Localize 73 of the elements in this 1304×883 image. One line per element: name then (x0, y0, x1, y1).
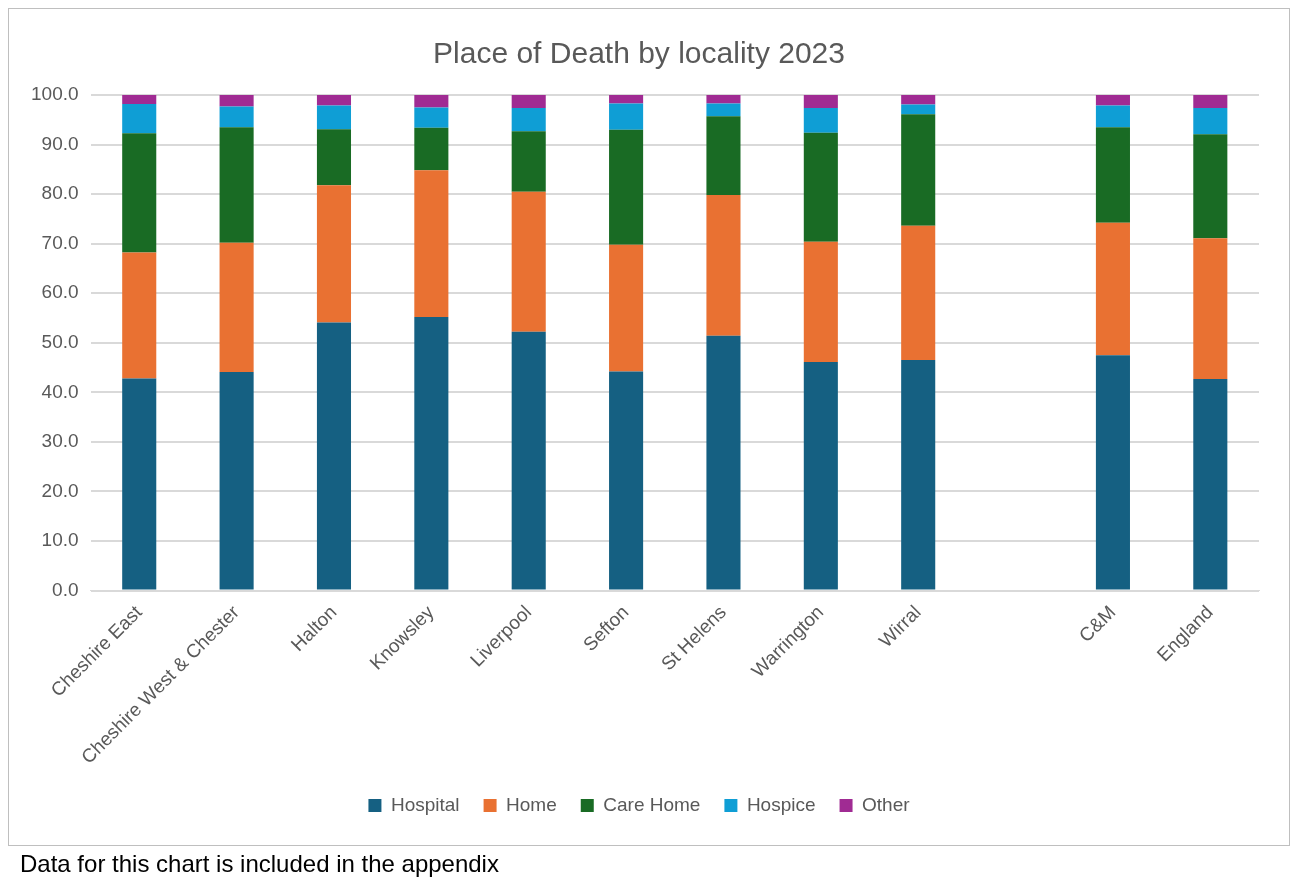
bar (219, 106, 254, 128)
bar (1193, 238, 1228, 379)
bar (414, 317, 449, 590)
legend-label: Hospital (390, 793, 460, 815)
bar (316, 95, 352, 106)
y-tick-label: 60.0 (41, 281, 79, 303)
bar (706, 195, 741, 336)
bar (803, 107, 838, 133)
bar (122, 95, 157, 104)
bar (1095, 95, 1130, 106)
bar (803, 95, 838, 108)
y-tick-label: 10.0 (41, 529, 79, 551)
bar (1095, 222, 1130, 356)
bar (511, 95, 546, 108)
y-tick-label: 0.0 (52, 578, 79, 600)
bar (1193, 134, 1228, 239)
chart-title: Place of Death by locality 2023 (433, 36, 845, 70)
bar (803, 241, 838, 363)
legend-label: Other (862, 793, 911, 815)
bar (122, 252, 157, 379)
bar (1193, 95, 1228, 108)
y-tick-label: 80.0 (41, 182, 79, 204)
bar (803, 132, 838, 242)
y-tick-label: 20.0 (41, 479, 79, 501)
bar (803, 362, 838, 590)
bar (706, 116, 741, 196)
bar (511, 131, 546, 192)
bar (511, 191, 546, 332)
bar (1095, 355, 1130, 590)
bar (511, 107, 546, 132)
bar (1193, 107, 1228, 135)
y-tick-label: 100.0 (31, 83, 79, 105)
bar (706, 103, 741, 117)
bar (901, 360, 936, 590)
text: Data for this chart is included in the appendix (20, 850, 499, 878)
bar (609, 244, 644, 372)
legend-label: Hospice (746, 793, 816, 815)
bar (901, 95, 936, 105)
bar (122, 103, 157, 134)
bar (609, 95, 644, 104)
bar (316, 185, 352, 323)
bar (901, 225, 936, 361)
legend-label: Care Home (603, 793, 701, 815)
bar (219, 372, 254, 590)
bar (511, 331, 546, 590)
bar (609, 129, 644, 245)
bar (219, 95, 254, 107)
bar (122, 378, 157, 590)
bar (414, 170, 449, 318)
bar (219, 242, 254, 373)
y-tick-label: 30.0 (41, 430, 79, 452)
bar (706, 95, 741, 104)
bar (414, 95, 449, 108)
y-tick-label: 90.0 (41, 132, 79, 154)
legend-label: Home (506, 793, 557, 815)
bar (316, 322, 352, 590)
bar (1193, 378, 1228, 590)
bar (609, 371, 644, 590)
bar (901, 114, 936, 226)
bar (1095, 127, 1130, 223)
bar (414, 107, 449, 128)
bar (316, 129, 352, 186)
bar (414, 127, 449, 171)
bar (1095, 105, 1130, 128)
bar (609, 103, 644, 130)
bar (706, 335, 741, 590)
bar (122, 133, 157, 253)
bar (316, 105, 352, 130)
y-tick-label: 40.0 (41, 380, 79, 402)
bar (219, 127, 254, 243)
bar (901, 104, 936, 115)
y-tick-label: 50.0 (41, 331, 79, 353)
y-tick-label: 70.0 (41, 231, 79, 253)
